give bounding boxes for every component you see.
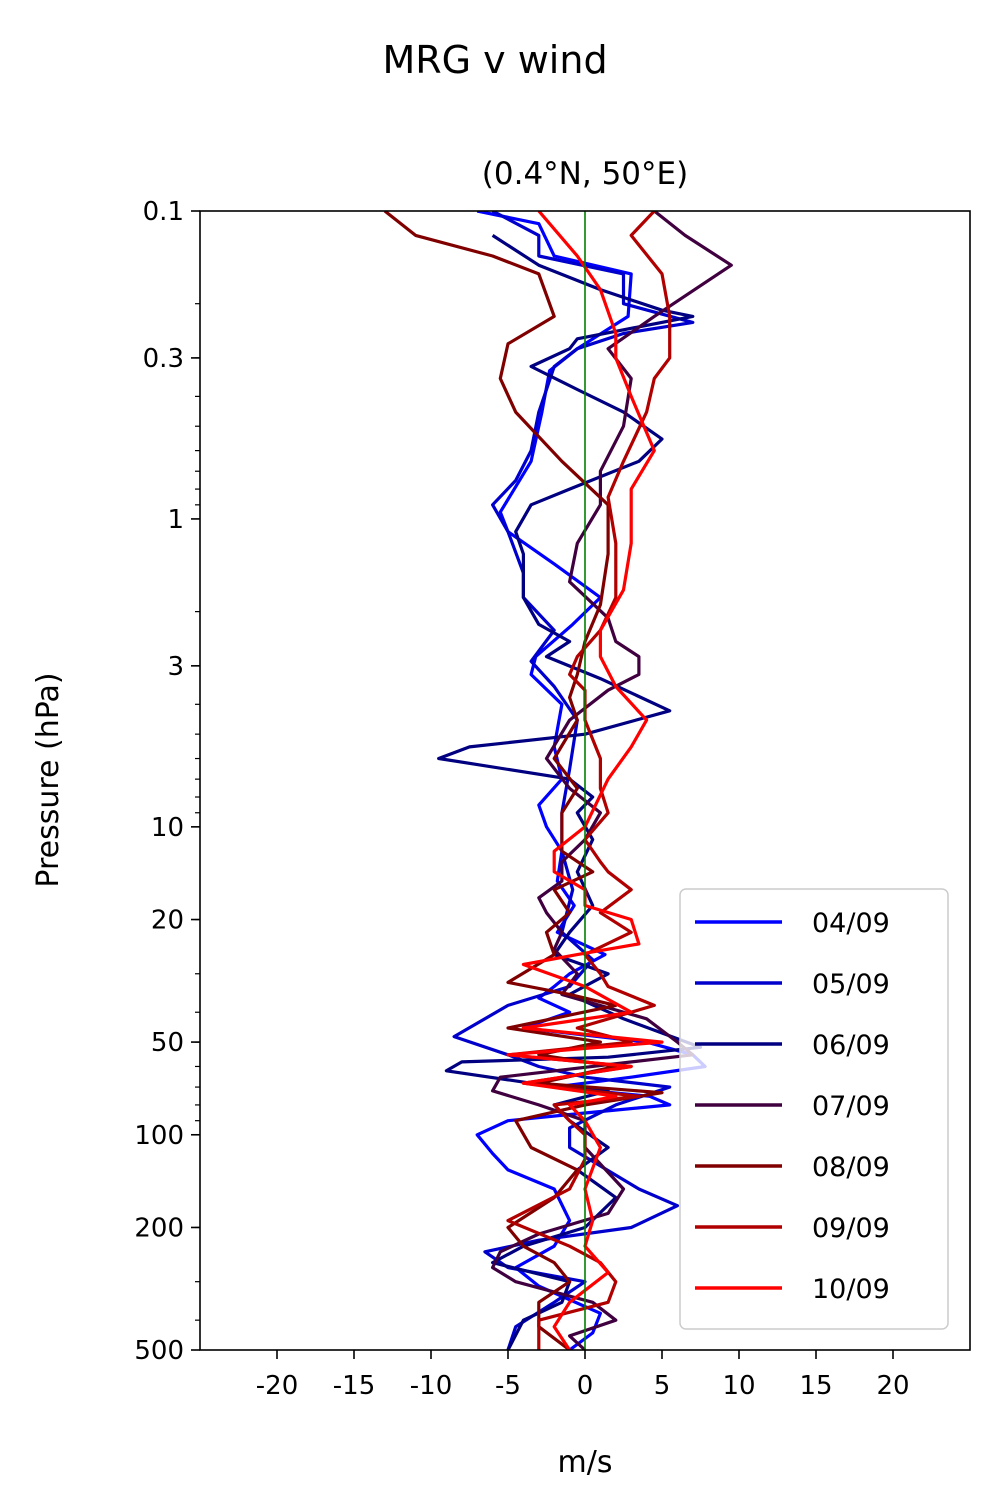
series-line-6 [506, 211, 672, 1350]
x-tick-label: 10 [722, 1371, 755, 1401]
y-tick-label: 100 [134, 1121, 184, 1151]
y-tick-label: 10 [151, 813, 184, 843]
legend-label: 10/09 [812, 1274, 890, 1305]
legend-box [679, 888, 949, 1330]
y-tick-label: 20 [151, 906, 184, 936]
legend-label: 09/09 [812, 1213, 890, 1244]
legend-label: 08/09 [812, 1152, 890, 1183]
x-tick-label: 0 [577, 1371, 594, 1401]
y-tick-label: 50 [151, 1028, 184, 1058]
y-axis-label: Pressure (hPa) [31, 672, 66, 887]
y-tick-label: 3 [167, 652, 184, 682]
legend-label: 04/09 [812, 908, 890, 939]
x-tick-label: 5 [654, 1371, 671, 1401]
chart-subtitle: (0.4°N, 50°E) [482, 156, 688, 192]
series-line-1 [475, 211, 707, 1350]
legend-label: 05/09 [812, 969, 890, 1000]
x-tick-label: -5 [495, 1371, 521, 1401]
y-axis: 0.1 0.3 1 3 10 20 50 100 200 500 [134, 197, 200, 1366]
x-tick-label: -20 [256, 1371, 298, 1401]
series-line-5 [383, 211, 664, 1350]
y-tick-label: 1 [167, 505, 184, 535]
series-line-3 [437, 234, 703, 1350]
x-axis-label: m/s [558, 1445, 613, 1480]
legend-label: 06/09 [812, 1030, 890, 1061]
y-tick-label: 0.3 [143, 344, 184, 374]
y-tick-label: 500 [134, 1336, 184, 1366]
series-line-7 [506, 211, 664, 1350]
chart-title: MRG v wind [382, 38, 607, 82]
legend-label: 07/09 [812, 1091, 890, 1122]
legend: 04/09 05/09 06/09 07/09 08/09 09/09 10/09 [679, 888, 949, 1330]
x-tick-label: 15 [799, 1371, 832, 1401]
x-tick-label: 20 [876, 1371, 909, 1401]
x-tick-label: -15 [333, 1371, 375, 1401]
x-axis: -20 -15 -10 -5 0 5 10 15 20 [256, 1350, 910, 1401]
y-tick-label: 200 [134, 1213, 184, 1243]
x-tick-label: -10 [410, 1371, 452, 1401]
y-tick-label: 0.1 [143, 197, 184, 227]
